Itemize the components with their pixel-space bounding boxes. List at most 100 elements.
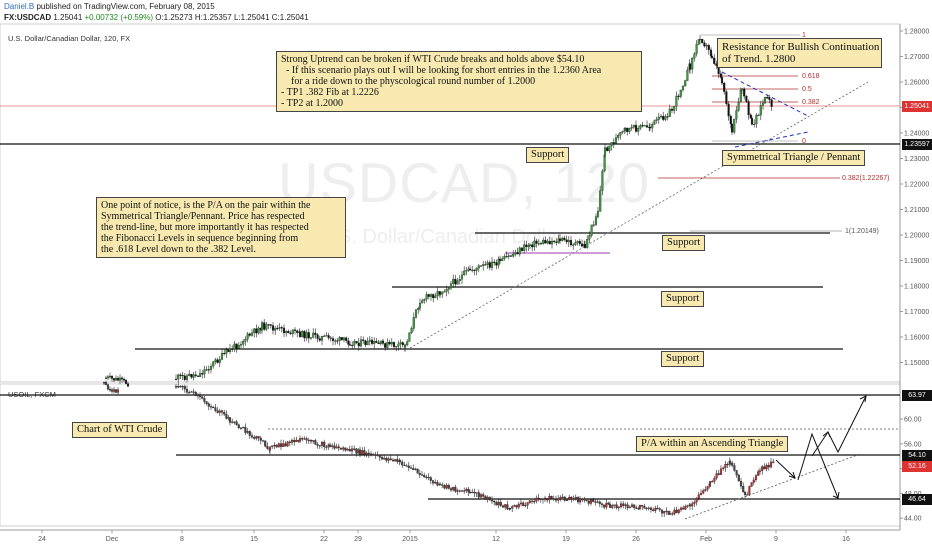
usdcad-candle-7 bbox=[118, 377, 122, 381]
usdcad-candle-2 bbox=[179, 374, 182, 376]
usdcad-candle-230 bbox=[662, 115, 665, 120]
usoil-candle-208 bbox=[619, 503, 623, 508]
usoil-candle-281 bbox=[772, 461, 775, 463]
usoil-candle-147 bbox=[488, 496, 491, 501]
usoil-candle-160 bbox=[515, 505, 518, 508]
usdcad-candle-73 bbox=[331, 338, 335, 341]
usoil-candle-78 bbox=[342, 447, 345, 450]
usdcad-candle-50 bbox=[282, 327, 286, 334]
author-link[interactable]: Daniel.B bbox=[4, 2, 35, 11]
usoil-candle-218 bbox=[641, 505, 644, 507]
usoil-candle-174 bbox=[546, 497, 549, 501]
usoil-candle-267 bbox=[742, 485, 745, 493]
usoil-candle-72 bbox=[328, 444, 332, 447]
usoil-candle-14 bbox=[205, 401, 208, 404]
usdcad-candle-272 bbox=[747, 101, 750, 116]
usdcad-candle-146 bbox=[486, 262, 489, 265]
usdcad-candle-8 bbox=[192, 374, 195, 378]
usoil-candle-27 bbox=[233, 421, 236, 423]
usoil-candle-7 bbox=[116, 389, 120, 393]
usdcad-candle-41 bbox=[263, 322, 266, 330]
usoil-candle-159 bbox=[513, 505, 516, 507]
usdcad-candle-32 bbox=[244, 338, 247, 342]
usoil-candle-12 bbox=[201, 396, 204, 399]
main-axis-label-0: 1.28000 bbox=[904, 29, 929, 36]
usdcad-candle-91 bbox=[370, 339, 374, 344]
usoil-candle-204 bbox=[611, 505, 614, 508]
resistance-note: Resistance for Bullish Continuation of T… bbox=[717, 38, 882, 68]
fib-label-382: 0.382 bbox=[802, 99, 820, 106]
usdcad-candle-175 bbox=[548, 240, 551, 245]
usdcad-candle-27 bbox=[233, 343, 236, 350]
usdcad-candle-113 bbox=[417, 308, 420, 310]
usoil-candle-51 bbox=[284, 443, 287, 447]
main-pane-title: U.S. Dollar/Canadian Dollar, 120, FX bbox=[8, 34, 131, 43]
usoil-candle-214 bbox=[633, 504, 636, 508]
usdcad-candle-99 bbox=[388, 341, 391, 345]
usdcad-candle-231 bbox=[664, 116, 667, 120]
usoil-candle-10 bbox=[196, 395, 200, 397]
usdcad-candle-229 bbox=[659, 115, 663, 118]
usoil-candle-124 bbox=[438, 483, 442, 485]
usoil-candle-175 bbox=[548, 496, 551, 501]
usdcad-candle-63 bbox=[309, 337, 313, 339]
usoil-candle-77 bbox=[339, 447, 343, 450]
usdcad-candle-29 bbox=[237, 345, 240, 349]
usdcad-candle-132 bbox=[456, 280, 459, 285]
usdcad-candle-202 bbox=[603, 147, 607, 156]
usoil-candle-122 bbox=[436, 482, 439, 486]
usdcad-candle-5 bbox=[185, 375, 189, 380]
usdcad-candle-93 bbox=[375, 341, 378, 343]
usoil-candle-249 bbox=[706, 486, 709, 490]
usdcad-candle-13 bbox=[203, 369, 206, 375]
usoil-candle-45 bbox=[271, 445, 274, 447]
usdcad-candle-3 bbox=[181, 374, 184, 377]
usoil-candle-116 bbox=[423, 475, 426, 478]
usdcad-candle-189 bbox=[578, 241, 581, 244]
usoil-candle-81 bbox=[348, 448, 351, 452]
scenario-arrow-1 bbox=[775, 459, 796, 479]
usoil-candle-106 bbox=[401, 461, 404, 466]
fib-label-5: 0.5 bbox=[802, 86, 812, 93]
usoil-candle-79 bbox=[344, 447, 347, 451]
usdcad-candle-40 bbox=[260, 322, 264, 331]
usoil-candle-17 bbox=[212, 406, 215, 409]
main-price-axis: 1.280001.270001.260001.250001.240001.230… bbox=[900, 29, 929, 367]
usoil-candle-172 bbox=[541, 498, 545, 500]
usoil-candle-246 bbox=[699, 492, 703, 495]
usoil-candle-108 bbox=[405, 465, 408, 467]
usdcad-candle-145 bbox=[484, 264, 487, 266]
usoil-candle-258 bbox=[724, 463, 727, 469]
usoil-candle-170 bbox=[537, 497, 540, 499]
usoil-candle-6 bbox=[188, 392, 191, 394]
usoil-candle-93 bbox=[374, 454, 377, 456]
usoil-candle-188 bbox=[576, 497, 580, 503]
usoil-candle-266 bbox=[739, 481, 743, 487]
usdcad-candle-194 bbox=[588, 235, 591, 240]
usoil-candle-155 bbox=[506, 504, 509, 510]
usdcad-candle-195 bbox=[590, 224, 593, 236]
usdcad-candle-243 bbox=[688, 63, 692, 70]
usdcad-candle-218 bbox=[637, 128, 640, 132]
usoil-candle-139 bbox=[471, 491, 474, 494]
usoil-candle-195 bbox=[592, 499, 595, 502]
usoil-candle-1 bbox=[177, 386, 180, 388]
usdcad-candle-259 bbox=[720, 76, 724, 84]
usdcad-candle-234 bbox=[670, 108, 674, 111]
usdcad-candle-44 bbox=[269, 324, 272, 326]
usoil-candle-232 bbox=[671, 513, 674, 515]
usoil-candle-197 bbox=[596, 501, 599, 503]
triangle-lower-line bbox=[734, 131, 809, 148]
usdcad-candle-221 bbox=[643, 125, 646, 127]
usdcad-candle-104 bbox=[399, 342, 402, 345]
usoil-candle-23 bbox=[225, 413, 228, 419]
usoil-candle-194 bbox=[589, 499, 593, 504]
usdcad-candle-45 bbox=[271, 325, 275, 331]
usoil-candle-135 bbox=[463, 490, 466, 492]
usdcad-candle-61 bbox=[305, 332, 308, 339]
usoil-candle-143 bbox=[479, 494, 483, 498]
usdcad-candle-277 bbox=[757, 114, 760, 117]
usoil-candle-186 bbox=[572, 498, 575, 500]
usdcad-candle-129 bbox=[449, 283, 453, 289]
